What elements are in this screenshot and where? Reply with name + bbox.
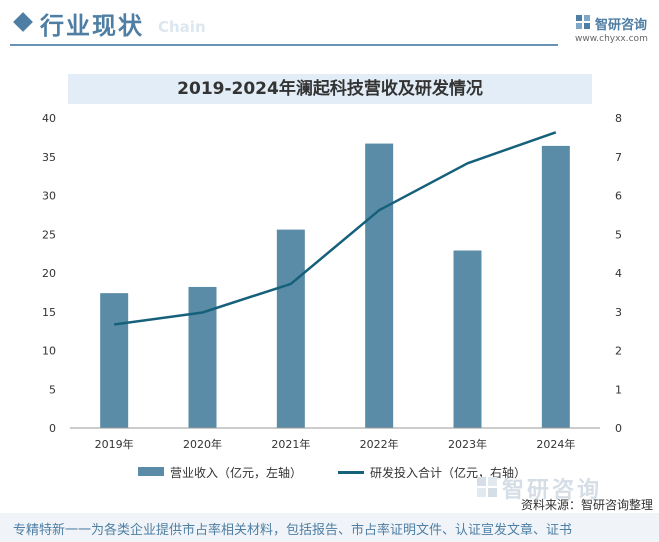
- x-tick-0: 2019年: [95, 437, 134, 451]
- source-note: 资料来源：智研咨询整理: [520, 498, 653, 512]
- y-left-tick-0: 0: [49, 422, 56, 435]
- y-left-tick-4: 20: [42, 267, 56, 280]
- x-tick-5: 2024年: [536, 437, 575, 451]
- y-right-tick-6: 6: [615, 190, 622, 203]
- y-right-tick-5: 5: [615, 228, 622, 241]
- bar-2: [276, 229, 305, 428]
- brand-logo-icon: [576, 15, 590, 29]
- y-left-tick-6: 30: [42, 190, 56, 203]
- footer: 专精特新一一为各类企业提供市占率相关材料，包括报告、市占率证明文件、认证宣发文章…: [0, 513, 659, 542]
- y-right-tick-0: 0: [615, 422, 622, 435]
- y-left-tick-2: 10: [42, 345, 56, 358]
- line-rnd: [114, 131, 557, 326]
- x-tick-1: 2020年: [183, 437, 222, 451]
- header-watermark: Chain: [158, 18, 206, 36]
- bottom-logo: 智研咨询: [476, 474, 646, 503]
- y-right-tick-4: 4: [615, 267, 622, 280]
- legend-label-rnd: 研发投入合计（亿元，右轴）: [370, 466, 527, 480]
- bar-5: [541, 145, 570, 428]
- y-left-tick-7: 35: [42, 151, 56, 164]
- bottom-logo-icon: [477, 477, 497, 497]
- y-left-tick-1: 5: [49, 383, 56, 396]
- y-left-tick-8: 40: [42, 112, 56, 125]
- x-tick-4: 2023年: [448, 437, 487, 451]
- footer-text: 专精特新一一为各类企业提供市占率相关材料，包括报告、市占率证明文件、认证宣发文章…: [13, 523, 573, 538]
- chart-title: 2019-2024年澜起科技营收及研发情况: [177, 79, 483, 99]
- legend-label-revenue: 营业收入（亿元，左轴）: [170, 466, 303, 480]
- x-tick-3: 2022年: [360, 437, 399, 451]
- y-left-tick-3: 15: [42, 306, 56, 319]
- brand-name: 智研咨询: [595, 18, 648, 33]
- bar-0: [100, 293, 129, 428]
- chart-title-bar: 2019-2024年澜起科技营收及研发情况: [68, 74, 592, 104]
- legend-swatch-revenue: [138, 467, 164, 476]
- x-tick-2: 2021年: [271, 437, 310, 451]
- brand-url: www.chyxx.com: [575, 34, 648, 44]
- header: Chain 行业现状: [0, 0, 659, 48]
- bar-3: [365, 143, 394, 428]
- y-right-tick-8: 8: [615, 112, 622, 125]
- y-right-tick-1: 1: [615, 383, 622, 396]
- legend-swatch-rnd: [338, 471, 364, 474]
- brand-logo: 智研咨询 www.chyxx.com: [575, 14, 655, 44]
- y-right-tick-7: 7: [615, 151, 622, 164]
- bar-4: [453, 250, 482, 428]
- y-left-tick-5: 25: [42, 228, 56, 241]
- y-right-tick-3: 3: [615, 306, 622, 319]
- bottom-logo-name: 智研咨询: [502, 478, 603, 503]
- page-title: 行业现状: [40, 12, 144, 40]
- header-divider: [10, 44, 558, 46]
- legend: 营业收入（亿元，左轴） 研发投入合计（亿元，右轴）: [0, 462, 659, 482]
- chart: 0 5 10 15 20 25 30 35 40 0 1 2 3 4 5 6 7 8 2019年 2020年 202…: [42, 112, 622, 451]
- y-right-tick-2: 2: [615, 345, 622, 358]
